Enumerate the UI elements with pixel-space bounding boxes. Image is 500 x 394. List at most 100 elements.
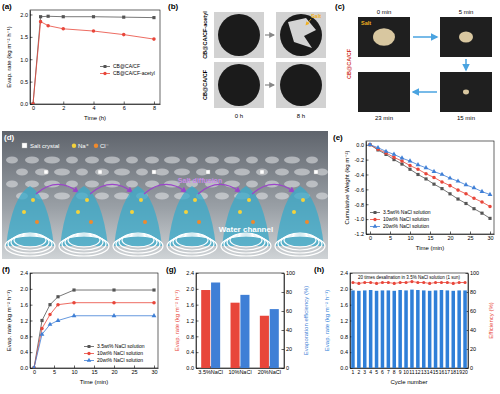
photo-frame xyxy=(358,72,410,112)
tick-label: 1.2 xyxy=(186,318,194,324)
tick-mark xyxy=(370,232,371,235)
data-point xyxy=(463,281,466,284)
data-point xyxy=(464,192,468,196)
tick-mark xyxy=(282,349,285,350)
tick-mark xyxy=(366,219,369,220)
data-point xyxy=(152,313,157,317)
tick-mark xyxy=(350,368,353,369)
data-point xyxy=(440,187,443,190)
data-point xyxy=(428,282,431,285)
figure: 024680.00.51.01.52.0(a)Time (h)Evap. rat… xyxy=(0,0,500,394)
tick: 0.8 xyxy=(340,334,352,340)
tick-mark xyxy=(124,102,125,105)
tick-label: 2.0 xyxy=(186,286,194,292)
pore xyxy=(224,181,240,188)
diffusion-arrow xyxy=(144,184,186,194)
tick-mark xyxy=(282,368,285,369)
data-point xyxy=(384,149,389,153)
bar xyxy=(434,290,438,368)
tick-mark xyxy=(430,232,431,235)
data-point xyxy=(392,156,396,160)
tick-label: -1.2 xyxy=(355,231,364,237)
tick: 2.4 xyxy=(186,270,198,276)
tick: 0.5 xyxy=(20,79,32,85)
axis: 0.0-0.2-0.4-0.6-0.8-1.0-1.2 xyxy=(355,142,369,238)
tick-mark xyxy=(196,305,199,306)
frame-label: 0 min xyxy=(377,9,392,15)
pore xyxy=(284,181,300,188)
pore xyxy=(215,193,229,200)
tick: 5 xyxy=(53,366,56,375)
yarn xyxy=(14,233,46,247)
yarn xyxy=(122,233,154,247)
legend-entry: 10wt% NaCl solution xyxy=(383,216,429,222)
tick: 1.2 xyxy=(20,318,32,324)
tick: 6 xyxy=(123,102,126,111)
tick-label: 7 xyxy=(387,369,390,375)
axis-title: Efficiency (%) xyxy=(488,302,494,339)
annotation: Salt diffusion xyxy=(178,177,222,184)
data-point xyxy=(400,162,403,165)
tick-mark xyxy=(30,37,33,38)
data-point xyxy=(375,282,378,285)
panel-title: (g) xyxy=(166,265,177,274)
tick-label: 0.8 xyxy=(20,334,28,340)
legend-entry: 20wt% NaCl solution xyxy=(97,357,143,363)
data-point xyxy=(464,182,469,186)
tick: 0 xyxy=(282,365,290,371)
ion-na xyxy=(247,198,251,202)
data-point xyxy=(416,167,420,171)
pore xyxy=(85,157,99,164)
legend-icon xyxy=(22,143,27,148)
tick-label: 8 xyxy=(393,369,396,375)
tick-label: 3.5%NaCl xyxy=(198,369,223,375)
tick-mark xyxy=(30,368,33,369)
bar xyxy=(428,291,432,368)
tick: 0.4 xyxy=(20,349,32,355)
photo-group xyxy=(214,12,326,108)
data-point xyxy=(32,365,37,368)
data-point xyxy=(408,164,412,168)
photo-frame xyxy=(440,72,492,112)
tick: 0.8 xyxy=(20,334,32,340)
row-label: CB@CA/CF xyxy=(202,69,208,100)
data-point xyxy=(404,281,407,284)
plot-frame xyxy=(350,273,468,368)
tick-mark xyxy=(196,321,199,322)
pore xyxy=(25,157,39,164)
tick: 5 xyxy=(389,232,392,241)
tick: -0.8 xyxy=(355,202,369,208)
tick: 8 xyxy=(153,102,156,111)
data-point xyxy=(393,282,396,285)
legend-entry: CB@CA/CF-acetyl xyxy=(113,70,155,76)
data-point xyxy=(400,155,405,159)
diagram-background xyxy=(2,131,328,259)
bar xyxy=(231,303,240,368)
tick: 60 xyxy=(282,308,293,314)
water-channel xyxy=(60,186,108,246)
tick: 20 xyxy=(111,366,117,375)
tick-mark xyxy=(240,366,241,368)
tick-label: -0.8 xyxy=(355,202,364,208)
tick-label: 0.0 xyxy=(186,365,194,371)
yarn xyxy=(230,233,262,247)
legend-line xyxy=(100,66,110,67)
tick-label: 1 xyxy=(352,369,355,375)
annotation: 20 times desalination in 3.5% NaCl solut… xyxy=(358,275,460,280)
yarn xyxy=(227,234,265,250)
tick-label: 20 xyxy=(286,346,292,352)
data-point xyxy=(448,184,452,188)
tick-label: 0.0 xyxy=(20,101,28,107)
tick-mark xyxy=(30,82,33,83)
photo-frame xyxy=(440,17,492,57)
tick-label: 0.4 xyxy=(186,349,194,355)
panel-title: (a) xyxy=(2,2,12,11)
axis-title: Evap. rate (kg m⁻² h⁻¹) xyxy=(324,290,330,351)
tick: 15 xyxy=(91,366,97,375)
data-point xyxy=(488,217,491,220)
tick-mark xyxy=(196,336,199,337)
data-point xyxy=(432,183,435,186)
series-line xyxy=(370,145,490,207)
tick: 0 xyxy=(32,102,35,111)
tick-label: 80 xyxy=(286,289,292,295)
